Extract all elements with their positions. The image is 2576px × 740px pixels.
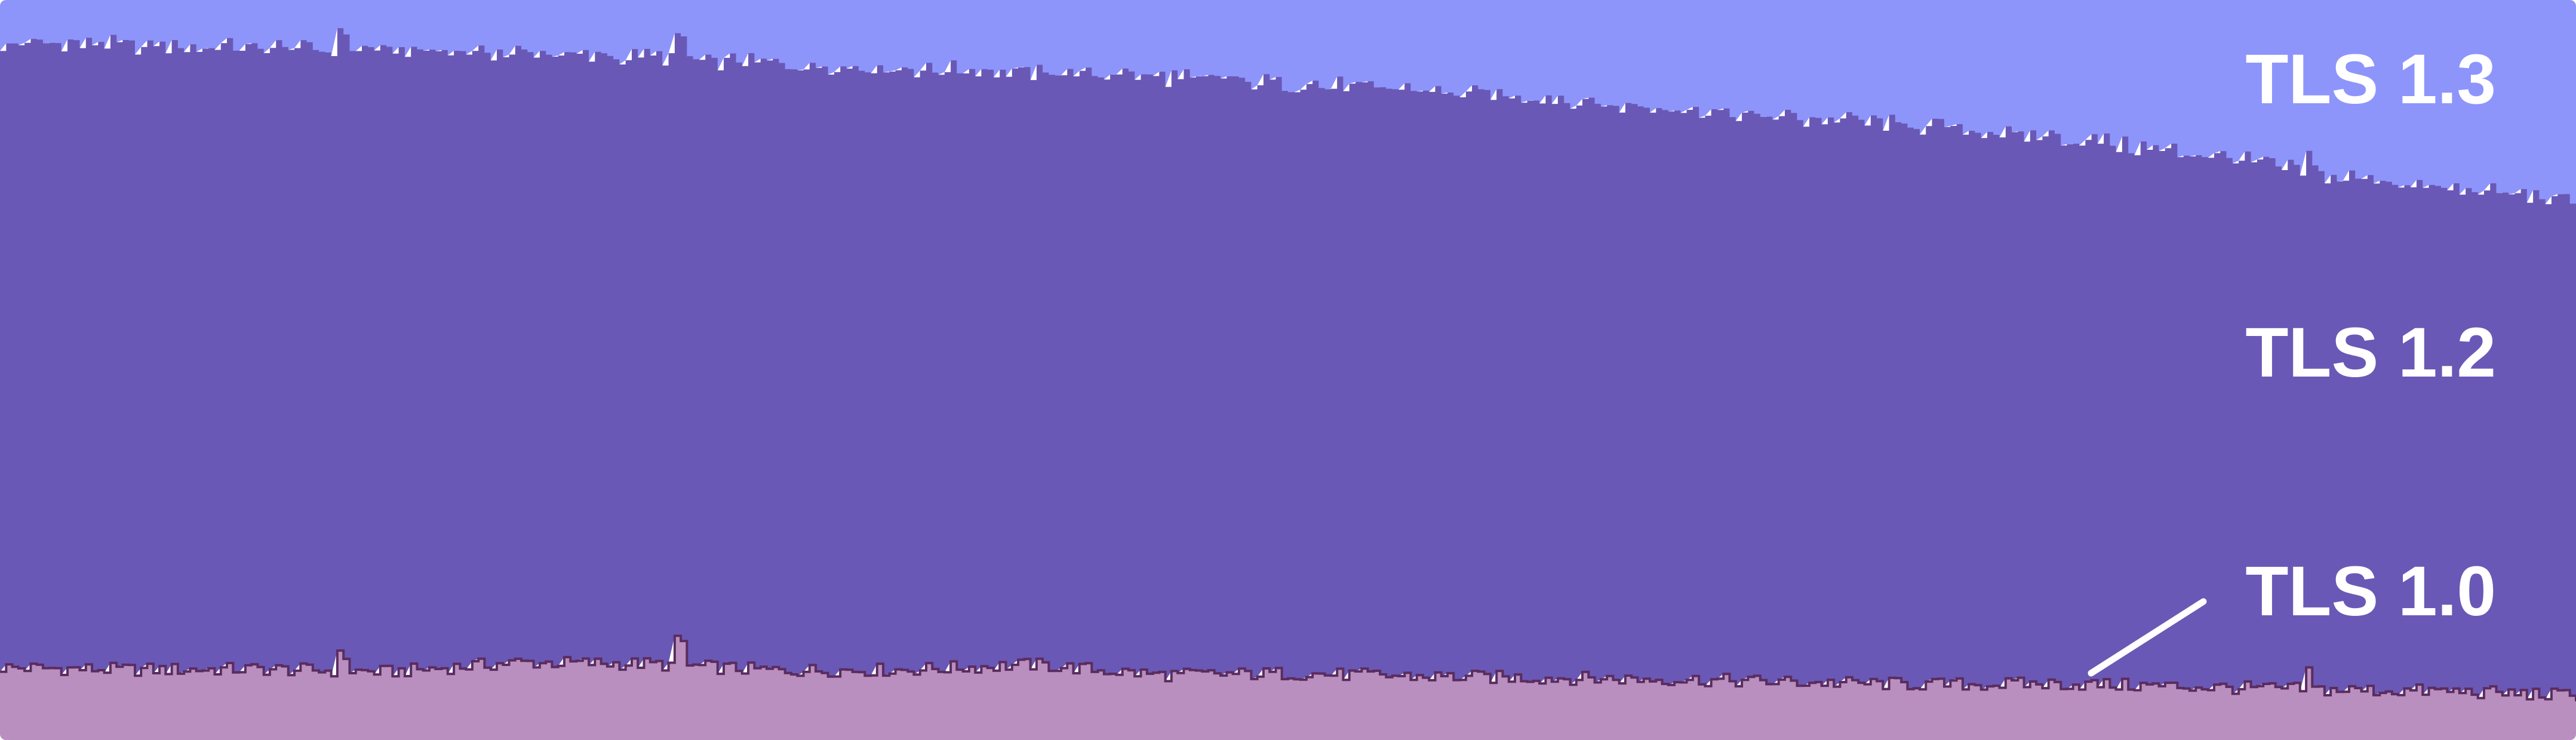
label-tls-1-0: TLS 1.0	[2245, 552, 2496, 631]
tls10-callout-line	[2088, 598, 2207, 677]
series-area-tls-1-3	[0, 0, 2576, 205]
label-tls-1-3: TLS 1.3	[2245, 40, 2496, 119]
series-area-tls-1-2	[0, 28, 2576, 702]
series-edge-tls-1-0	[0, 634, 2576, 702]
label-tls-1-2: TLS 1.2	[2245, 313, 2496, 392]
